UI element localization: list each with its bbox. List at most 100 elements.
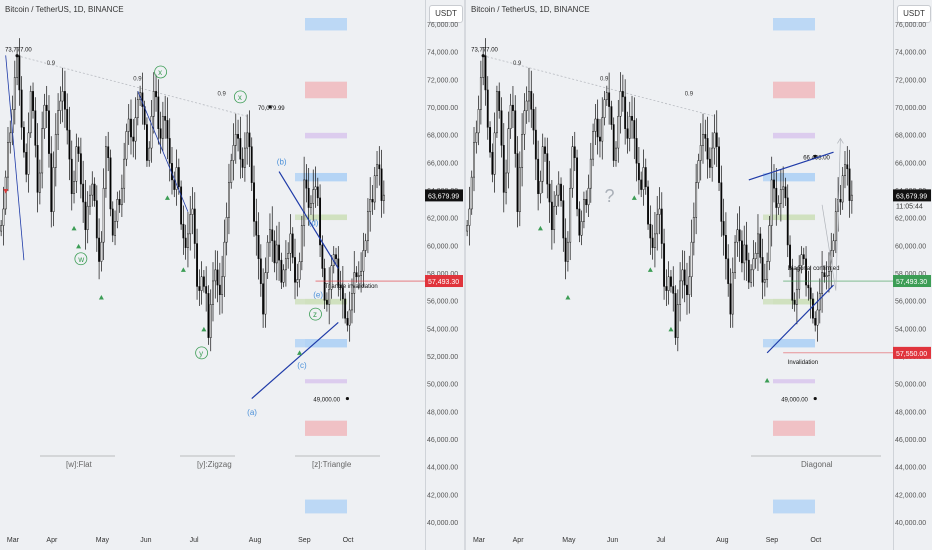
candle-body	[594, 118, 597, 132]
candle-body	[337, 258, 340, 286]
price-point	[813, 396, 817, 401]
candle-body	[271, 229, 274, 242]
candle-body	[157, 96, 160, 129]
price-zone	[773, 132, 815, 139]
candle-body	[512, 104, 514, 111]
candle-body	[346, 318, 349, 326]
candle-body	[491, 151, 494, 175]
price-label: 49,000.00	[781, 398, 808, 404]
fib-label: 0.9	[685, 91, 694, 97]
price-zone	[305, 81, 347, 99]
candle-body	[323, 268, 326, 301]
candle-body	[741, 240, 743, 264]
wave-circle	[309, 307, 322, 321]
candle-body	[640, 179, 643, 190]
candle-body	[200, 276, 203, 291]
left-chart-canvas[interactable]: 0.9 0.9 0.9 73,777.00 70,079.99 49,000.00 Tria…	[0, 0, 465, 550]
price-point	[345, 396, 350, 401]
candle-body	[280, 259, 283, 283]
candle-body	[355, 272, 358, 278]
signal-marker	[164, 195, 170, 200]
candle-body	[846, 164, 849, 170]
right-currency-button[interactable]: USDT	[897, 5, 931, 23]
projection-arrow	[837, 137, 844, 144]
candle-body	[95, 200, 98, 239]
candle-body	[32, 91, 34, 111]
price-zone	[305, 420, 347, 436]
candle-body	[202, 276, 205, 287]
fib-label: 0.9	[513, 61, 522, 67]
candle-body	[681, 269, 684, 282]
candle-body	[599, 136, 601, 142]
diagonal-lower	[766, 284, 834, 354]
candle-body	[692, 217, 695, 243]
wave-label-blue: (b)	[277, 158, 287, 167]
candle-body	[341, 287, 344, 300]
price-zone	[305, 379, 347, 384]
candle-body	[576, 157, 578, 210]
candle-body	[699, 145, 702, 161]
signal-marker	[647, 267, 653, 272]
candle-body	[2, 208, 5, 226]
price-zone-ext	[763, 214, 815, 221]
left-price-axis[interactable]	[425, 0, 465, 550]
right-chart-panel[interactable]: 0.9 0.9 0.9 73,777.00 66,498.00 49,000.00 Diag…	[466, 0, 932, 550]
candle-body	[234, 133, 237, 146]
panel-divider[interactable]	[464, 0, 466, 550]
annotation: Diagonal confirmed	[788, 266, 840, 272]
candle-body	[557, 183, 560, 196]
candle-body	[221, 276, 224, 296]
candle-body	[250, 146, 253, 183]
candle-body	[791, 268, 794, 301]
wave-label-blue: (e)	[313, 291, 323, 300]
candle-body	[89, 194, 91, 207]
candle-body	[180, 186, 183, 225]
price-point	[268, 105, 272, 109]
candle-body	[362, 250, 365, 272]
wave-circle	[233, 90, 247, 104]
price-zone-ext	[295, 339, 347, 348]
wave-circle	[195, 346, 209, 360]
candle-body	[127, 118, 130, 132]
candle-body	[850, 194, 853, 201]
candle-body	[564, 237, 567, 262]
candle-body	[262, 283, 265, 315]
wave-label-blue: (a)	[247, 408, 257, 417]
candle-body	[816, 309, 819, 326]
candle-body	[619, 91, 622, 117]
candle-body	[182, 223, 185, 239]
candle-body	[665, 286, 668, 291]
candle-body	[212, 280, 214, 305]
signal-marker	[98, 295, 104, 300]
candle-body	[601, 117, 604, 142]
candle-body	[807, 284, 810, 289]
candle-body	[704, 133, 707, 139]
candle-body	[775, 187, 778, 208]
annotation: Invalidation	[788, 360, 818, 366]
candle-body	[821, 272, 824, 294]
candle-body	[48, 110, 50, 154]
right-chart-canvas[interactable]: 0.9 0.9 0.9 73,777.00 66,498.00 49,000.00 Diag…	[466, 0, 932, 550]
fib-label: 0.9	[218, 91, 227, 97]
candle-body	[232, 145, 235, 161]
candle-body	[125, 131, 128, 160]
right-price-axis[interactable]	[893, 0, 932, 550]
fib-label: 0.9	[600, 76, 609, 82]
left-chart-panel[interactable]: 0.9 0.9 0.9 73,777.00 70,079.99 49,000.00 Tria…	[0, 0, 465, 550]
candle-body	[615, 147, 617, 161]
candle-body	[314, 186, 317, 190]
candle-body	[811, 298, 814, 319]
candle-body	[628, 115, 631, 139]
candle-body	[729, 283, 732, 315]
candle-body	[720, 182, 723, 222]
candle-body	[660, 208, 663, 244]
candle-body	[825, 275, 828, 278]
candle-body	[111, 208, 114, 236]
candle-body	[548, 183, 551, 203]
candle-body	[319, 197, 322, 246]
candle-body	[759, 233, 762, 258]
left-currency-button[interactable]: USDT	[429, 5, 463, 23]
candle-body	[718, 146, 720, 183]
candle-body	[679, 280, 682, 305]
candle-body	[0, 225, 3, 232]
